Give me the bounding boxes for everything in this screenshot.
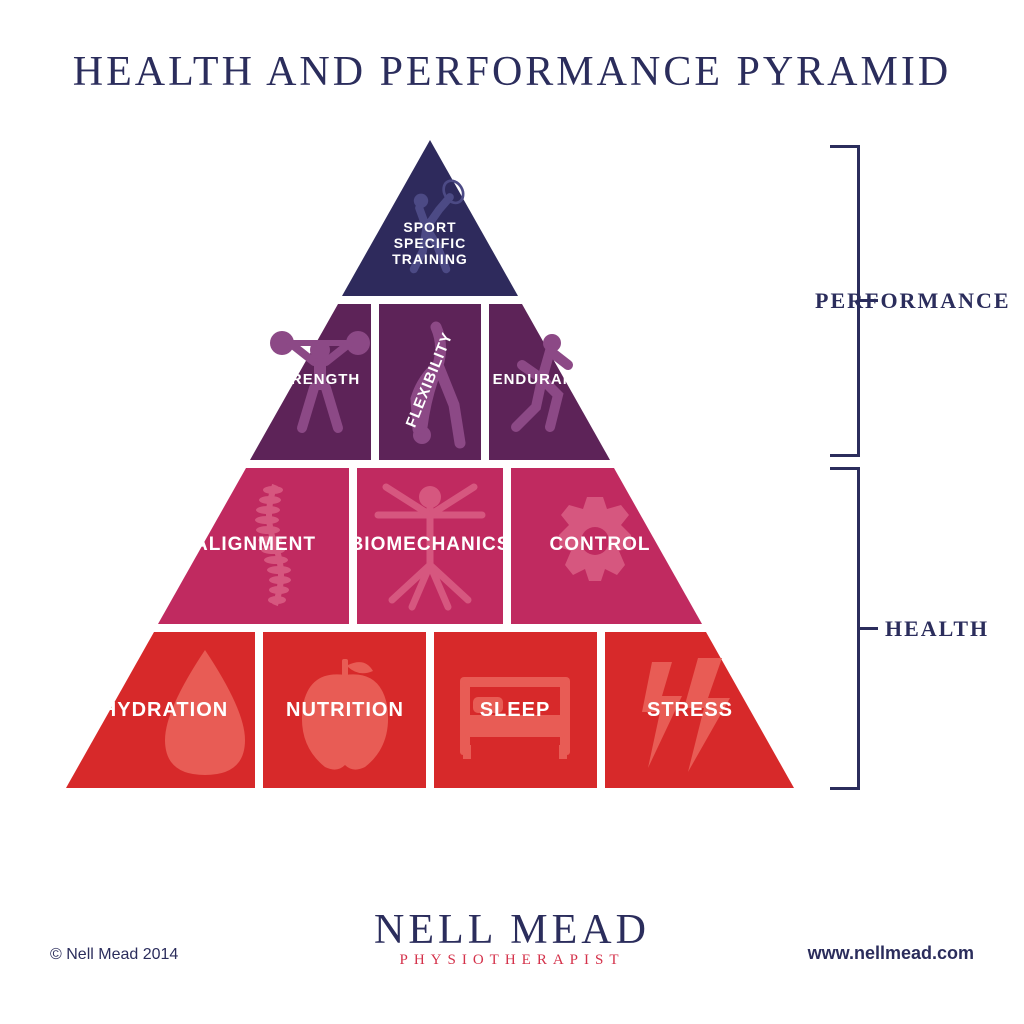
page-title: HEALTH AND PERFORMANCE PYRAMID (0, 48, 1024, 96)
footer-url: www.nellmead.com (808, 943, 974, 964)
pyramid: SPORT SPECIFIC TRAINING STRENGTH FLEXIBI… (60, 140, 800, 800)
tier-4 (66, 632, 794, 788)
copyright-text: © Nell Mead 2014 (50, 946, 178, 964)
group-label-health: HEALTH (885, 616, 989, 642)
bracket-health-tick (860, 627, 878, 630)
group-label-performance: PERFORMANCE (815, 288, 1011, 314)
tier-2 (250, 304, 610, 460)
tier-3 (158, 468, 702, 624)
pyramid-svg (60, 140, 800, 800)
tier-1 (342, 140, 518, 296)
bracket-health (830, 467, 860, 790)
